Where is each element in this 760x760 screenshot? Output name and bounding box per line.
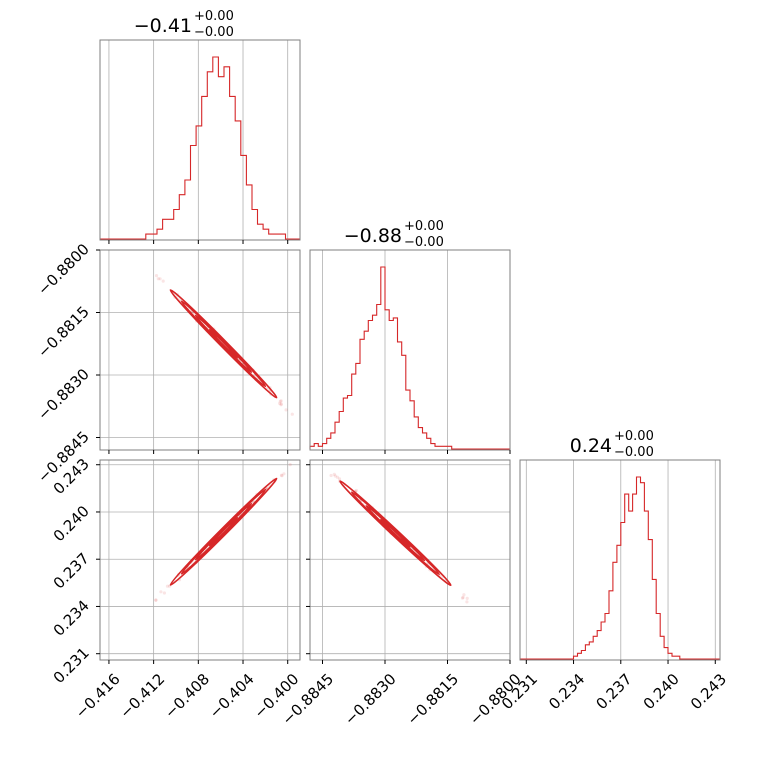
pair-0-ytick-label-0: −0.8800 [34, 240, 93, 299]
pair-0-point [278, 401, 282, 405]
param-1-title-value: −0.88 [344, 225, 402, 247]
pair-2-contour-3 [380, 518, 411, 548]
pair-2-point [461, 595, 465, 600]
param-1-xtick-label-2: −0.8815 [404, 670, 463, 729]
pair-2-point [337, 477, 342, 481]
pair-1-point [154, 598, 158, 602]
param-0-title-value: −0.41 [134, 15, 192, 37]
param-0-xtick-label-3: −0.404 [206, 670, 258, 722]
pair-2-point [333, 474, 337, 478]
pair-2-point [329, 473, 333, 478]
pair-1-point [154, 598, 158, 602]
hist-panel-2: 0.24 +0.00−0.00 [519, 429, 721, 664]
param-1-xtick-label-1: −0.8830 [341, 670, 400, 729]
param-2-xtick-label-4: 0.243 [687, 670, 730, 713]
pair-0-point [154, 274, 159, 278]
pair-1-point [280, 474, 284, 478]
pair-0-point [278, 399, 282, 403]
pair-1-point [279, 473, 284, 477]
pair-1-ytick-label-3: 0.234 [50, 597, 93, 640]
pair-0-ytick-label-1: −0.8815 [34, 303, 93, 362]
pair-2-frame [309, 459, 511, 661]
pair-1-point [159, 590, 163, 594]
pair-2-point [332, 472, 336, 476]
pair-0-point [156, 277, 160, 281]
hist-1-frame [309, 249, 511, 451]
pair-1-point [165, 584, 170, 588]
pair-0-point [279, 399, 283, 403]
pair-2-point [465, 596, 469, 601]
hist-0-frame [99, 39, 301, 241]
pair-1-point [288, 463, 292, 467]
pair-2-point [335, 475, 339, 479]
pair-panel-0-1: −0.8800−0.8815−0.8830−0.8845 [34, 240, 301, 486]
param-1-title-sup: +0.00 [404, 219, 444, 234]
pair-0-point [158, 277, 162, 281]
pair-1-point [162, 591, 166, 595]
param-2-title-sub: −0.00 [614, 445, 654, 460]
param-0-title-sup: +0.00 [194, 9, 234, 24]
hist-1-steps [309, 266, 510, 450]
pair-0-point [279, 403, 283, 407]
pair-1-point [282, 472, 286, 476]
pair-0-point [290, 412, 294, 416]
hist-0-steps [100, 56, 300, 240]
pair-0-point [284, 408, 288, 412]
hist-panel-0: −0.41 +0.00−0.00 [99, 9, 301, 244]
pair-1-frame [99, 459, 301, 661]
hist-2-steps [520, 476, 720, 660]
param-2-xtick-label-2: 0.237 [592, 670, 635, 713]
param-2-xtick-label-1: 0.234 [545, 670, 588, 713]
pair-2-point [465, 600, 469, 604]
pair-0-frame [99, 249, 301, 451]
pair-1-contour-1 [180, 488, 267, 575]
pair-0-point [279, 402, 283, 406]
param-0-xtick-label-2: −0.408 [161, 670, 213, 722]
param-2-title-sup: +0.00 [614, 429, 654, 444]
param-2-title-value: 0.24 [570, 435, 612, 457]
param-0-xtick-label-0: −0.416 [72, 670, 124, 722]
param-1-title-sub: −0.00 [404, 235, 444, 250]
hist-panel-1: −0.88 +0.00−0.00 [309, 219, 511, 454]
pair-1-contour-3 [208, 516, 239, 547]
pair-panel-1-2 [306, 459, 511, 664]
pair-0-contour-3 [208, 328, 239, 359]
param-2-xtick-label-3: 0.240 [640, 670, 683, 713]
hist-2-frame [519, 459, 721, 661]
pair-0-ytick-label-2: −0.8830 [34, 365, 93, 424]
param-0-xtick-label-1: −0.412 [116, 670, 168, 722]
pair-2-point [462, 593, 466, 597]
pair-0-contour-1 [180, 300, 267, 388]
param-0-title-sub: −0.00 [194, 25, 234, 40]
pair-1-ytick-label-1: 0.240 [50, 502, 93, 545]
pair-0-point [161, 279, 165, 283]
pair-1-ytick-label-2: 0.237 [50, 549, 93, 592]
pair-2-point [354, 488, 358, 493]
pair-1-ytick-label-4: 0.231 [50, 644, 93, 687]
pair-2-point [460, 596, 465, 600]
